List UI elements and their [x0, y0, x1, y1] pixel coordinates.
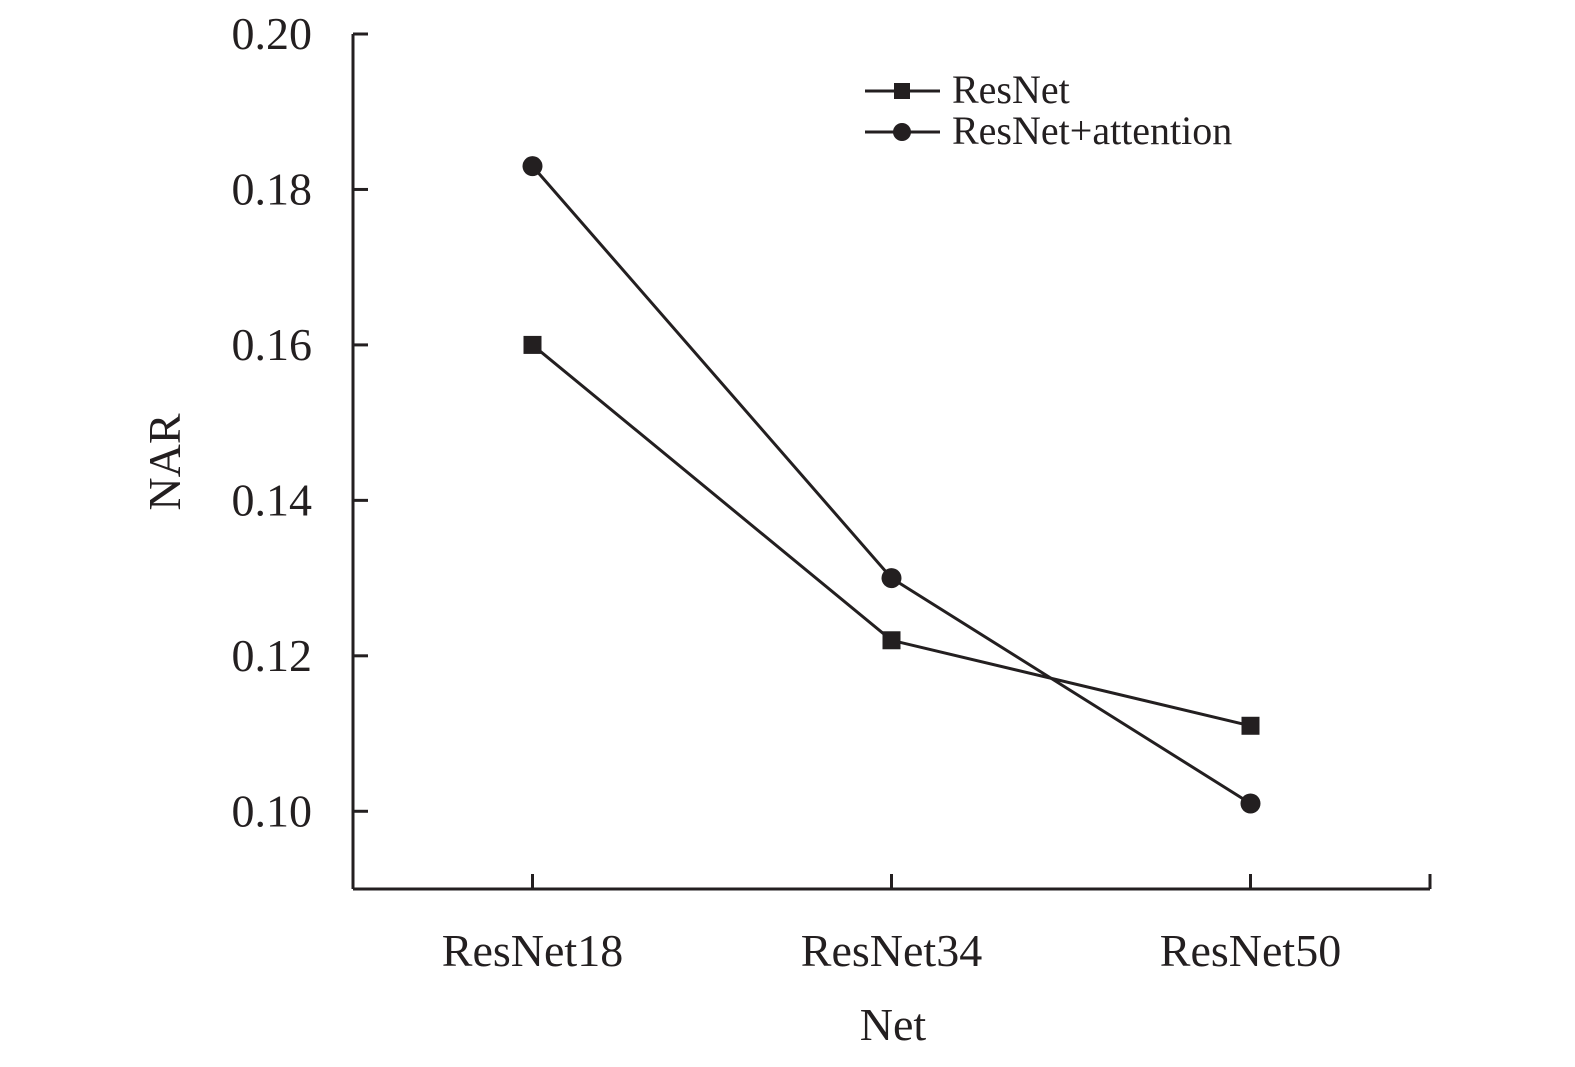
legend-item-resnet-attention: ResNet+attention: [865, 108, 1232, 153]
legend: ResNet ResNet+attention: [865, 67, 1232, 153]
x-ticks: ResNet18 ResNet34 ResNet50: [442, 874, 1432, 976]
y-axis-title: NAR: [139, 413, 190, 510]
x-tick-label: ResNet34: [801, 925, 982, 976]
series-line-resnet: [531, 343, 1251, 728]
series-line-resnet-attention: [531, 165, 1252, 805]
data-point-square: [523, 335, 542, 354]
y-tick-label: 0.16: [232, 319, 313, 370]
y-tick-label: 0.14: [232, 474, 313, 525]
y-tick-label: 0.20: [232, 8, 313, 59]
data-point-circle: [1240, 793, 1261, 814]
data-point-square: [882, 631, 901, 650]
x-tick-label: ResNet18: [442, 925, 623, 976]
y-tick-label: 0.10: [232, 785, 313, 836]
y-tick-label: 0.12: [232, 630, 313, 681]
data-point-square: [1241, 716, 1260, 735]
legend-label-resnet: ResNet: [952, 67, 1070, 112]
x-tick-label: ResNet50: [1160, 925, 1341, 976]
legend-marker-square: [894, 83, 910, 99]
legend-item-resnet: ResNet: [865, 67, 1070, 112]
data-point-circle: [881, 568, 902, 589]
y-tick-label: 0.18: [232, 163, 313, 214]
y-ticks: 0.10 0.12 0.14 0.16 0.18 0.20: [232, 8, 368, 836]
data-point-circle: [522, 156, 543, 177]
legend-marker-circle: [893, 123, 911, 141]
legend-label-resnet-attention: ResNet+attention: [952, 108, 1232, 153]
axes: [351, 34, 1430, 891]
series-group: [522, 156, 1261, 814]
x-axis-title: Net: [860, 999, 927, 1050]
